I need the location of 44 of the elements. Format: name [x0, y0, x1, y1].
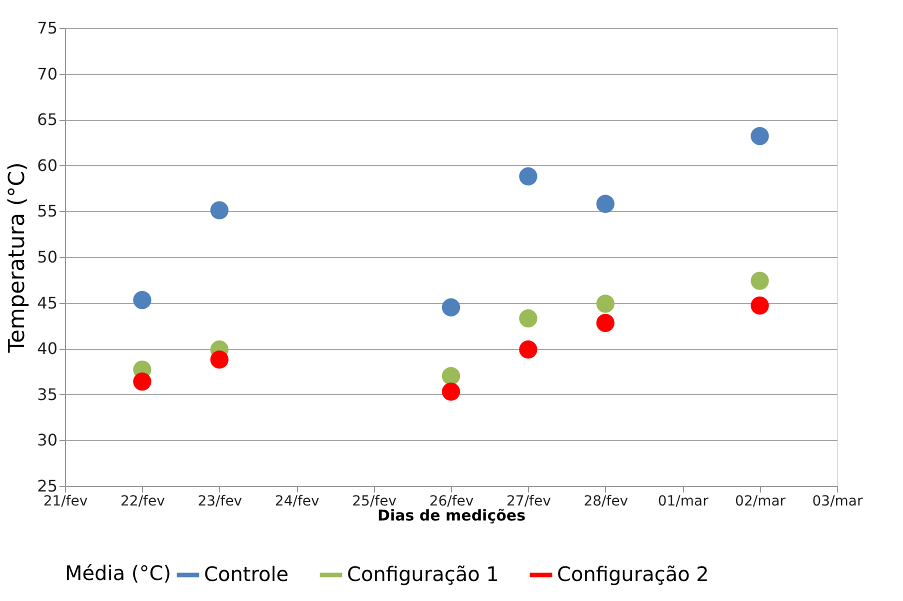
- legend-label: Configuração 2: [557, 562, 709, 586]
- y-tick-label: 70: [37, 64, 58, 84]
- x-tick-label: 27/fev: [506, 494, 551, 510]
- point: [519, 167, 538, 186]
- x-tick-label: 21/fev: [43, 494, 88, 510]
- y-tick-label: 40: [37, 339, 58, 358]
- legend-label: Configuração 1: [347, 562, 499, 586]
- point: [133, 290, 152, 310]
- x-tick-label: 26/fev: [429, 494, 474, 510]
- point: [596, 314, 614, 332]
- point: [596, 294, 614, 313]
- y-tick-label: 65: [37, 110, 58, 130]
- x-tick-label: 02/mar: [735, 494, 786, 510]
- point: [750, 272, 769, 290]
- x-tick-label: 25/fev: [352, 494, 396, 510]
- point: [442, 382, 460, 401]
- y-axis-title: Temperatura (°C): [5, 162, 30, 354]
- x-tick-label: 22/fev: [120, 494, 165, 510]
- point: [519, 309, 538, 328]
- y-tick-label: 35: [37, 384, 58, 404]
- x-axis-title: Dias de medições: [378, 506, 526, 524]
- point: [442, 298, 460, 316]
- legend-label: Controle: [204, 562, 289, 586]
- point: [596, 194, 614, 213]
- x-tick-label: 23/fev: [198, 494, 242, 510]
- y-tick-label: 25: [37, 476, 58, 496]
- x-tick-label: 01/mar: [658, 494, 709, 510]
- point: [210, 350, 228, 369]
- point: [133, 372, 152, 391]
- y-tick-label: 55: [37, 202, 58, 221]
- legend-title: Média (°C): [65, 561, 171, 585]
- x-tick-label: 03/mar: [812, 494, 863, 510]
- y-tick-label: 45: [37, 293, 58, 312]
- y-tick-label: 60: [37, 156, 58, 175]
- point: [519, 340, 538, 359]
- x-tick-label: 24/fev: [274, 494, 320, 510]
- point: [210, 201, 228, 220]
- y-tick-label: 30: [37, 430, 58, 450]
- point: [750, 296, 769, 315]
- y-tick-label: 75: [37, 18, 58, 38]
- point: [750, 127, 769, 146]
- point: [442, 367, 460, 386]
- x-tick-label: 28/fev: [584, 494, 628, 510]
- y-tick-label: 50: [37, 248, 58, 266]
